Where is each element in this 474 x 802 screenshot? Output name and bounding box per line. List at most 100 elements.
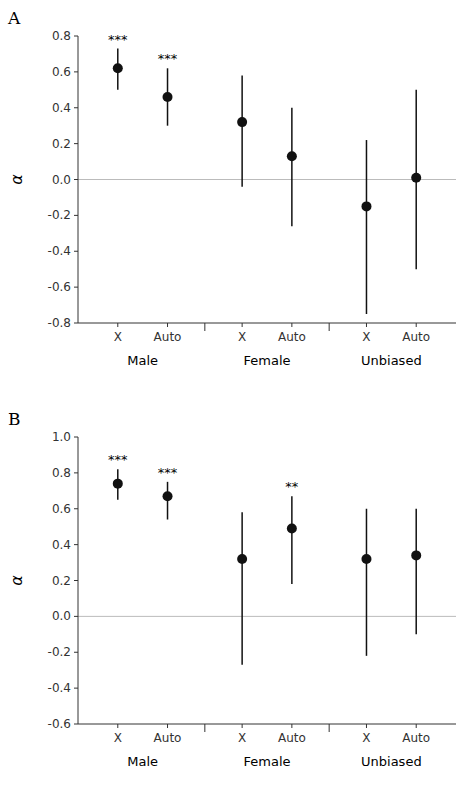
marks <box>113 49 421 314</box>
panel-label: A <box>7 8 21 28</box>
zero-line <box>78 616 456 617</box>
y-tick <box>74 287 78 288</box>
panel: Bα-0.6-0.4-0.20.00.20.40.60.81.0********… <box>7 409 456 769</box>
error-bar <box>366 140 368 314</box>
group-separator <box>204 323 205 331</box>
x-tick <box>117 323 118 327</box>
y-tick-label: -0.6 <box>48 280 71 294</box>
significance-label: *** <box>108 452 128 467</box>
x-tick <box>366 323 367 327</box>
group-label: Female <box>243 754 290 769</box>
y-axis-label: α <box>7 575 26 586</box>
y-tick <box>74 580 78 581</box>
significance-label: ** <box>285 479 299 494</box>
y-tick <box>74 143 78 144</box>
error-bar <box>241 75 243 186</box>
y-tick-label: 0.8 <box>52 466 71 480</box>
point <box>287 151 297 161</box>
significance-label: *** <box>108 32 128 47</box>
y-tick <box>74 472 78 473</box>
x-tick-label: Auto <box>154 330 182 344</box>
x-tick <box>167 724 168 728</box>
x-tick <box>242 323 243 327</box>
y-tick <box>74 323 78 324</box>
x-tick-label: X <box>238 731 246 745</box>
y-tick <box>74 251 78 252</box>
y-tick <box>74 36 78 37</box>
y-tick <box>74 724 78 725</box>
y-tick <box>74 652 78 653</box>
y-tick-label: -0.4 <box>48 244 71 258</box>
error-bar <box>241 512 243 664</box>
point <box>113 63 123 73</box>
point <box>163 92 173 102</box>
y-tick-label: 0.2 <box>52 574 71 588</box>
error-bar <box>291 496 293 584</box>
y-tick <box>74 688 78 689</box>
y-tick-label: 1.0 <box>52 430 71 444</box>
x-tick-label: X <box>114 330 122 344</box>
group-label: Female <box>243 353 290 368</box>
x-tick-label: X <box>238 330 246 344</box>
x-tick-label: Auto <box>402 330 430 344</box>
zero-line <box>78 179 456 180</box>
x-tick-label: X <box>362 731 370 745</box>
y-tick-label: 0.6 <box>52 65 71 79</box>
y-tick-label: 0.2 <box>52 137 71 151</box>
y-tick <box>74 544 78 545</box>
y-tick-label: -0.2 <box>48 645 71 659</box>
panel-label: B <box>8 409 21 429</box>
error-bar <box>291 108 293 226</box>
y-tick <box>74 179 78 180</box>
y-tick <box>74 71 78 72</box>
point <box>361 201 371 211</box>
error-bar <box>415 509 417 635</box>
group-label: Unbiased <box>361 754 422 769</box>
x-tick <box>117 724 118 728</box>
x-tick-label: Auto <box>402 731 430 745</box>
x-tick <box>416 724 417 728</box>
x-tick-label: Auto <box>154 731 182 745</box>
y-tick-label: 0.4 <box>52 101 71 115</box>
x-tick-label: X <box>362 330 370 344</box>
point <box>361 554 371 564</box>
significance-label: *** <box>158 51 178 66</box>
error-bar <box>366 509 368 656</box>
x-tick <box>167 323 168 327</box>
point <box>163 491 173 501</box>
y-tick <box>74 215 78 216</box>
y-tick-label: 0.8 <box>52 29 71 43</box>
group-separator <box>329 724 330 732</box>
group-label: Unbiased <box>361 353 422 368</box>
point <box>287 523 297 533</box>
y-tick-label: -0.8 <box>48 316 71 330</box>
significance-label: *** <box>158 465 178 480</box>
panel: Aα-0.8-0.6-0.4-0.20.00.20.40.60.8******X… <box>7 8 456 368</box>
y-tick-label: -0.6 <box>48 717 71 731</box>
group-separator <box>204 724 205 732</box>
figure: Aα -0.8 -0.6 -0.4 -0.2 0.0 0.2 0.4 0.6 0.8 *** *** X… <box>0 0 474 802</box>
x-tick-label: X <box>114 731 122 745</box>
x-tick-label: Auto <box>278 330 306 344</box>
x-tick <box>291 323 292 327</box>
y-axis-line <box>78 437 79 724</box>
y-tick-label: -0.4 <box>48 681 71 695</box>
y-tick-label: 0.0 <box>52 173 71 187</box>
x-tick <box>366 724 367 728</box>
group-label: Male <box>127 754 158 769</box>
group-label: Male <box>127 353 158 368</box>
x-axis-line <box>78 724 456 725</box>
y-tick <box>74 107 78 108</box>
y-tick-label: 0.0 <box>52 609 71 623</box>
point <box>411 173 421 183</box>
y-tick-label: 0.4 <box>52 538 71 552</box>
x-tick <box>416 323 417 327</box>
x-tick <box>291 724 292 728</box>
x-tick-label: Auto <box>278 731 306 745</box>
y-axis-line <box>78 36 79 323</box>
y-tick-label: 0.6 <box>52 502 71 516</box>
y-tick <box>74 437 78 438</box>
point <box>411 550 421 560</box>
group-separator <box>329 323 330 331</box>
x-axis-line <box>78 323 456 324</box>
